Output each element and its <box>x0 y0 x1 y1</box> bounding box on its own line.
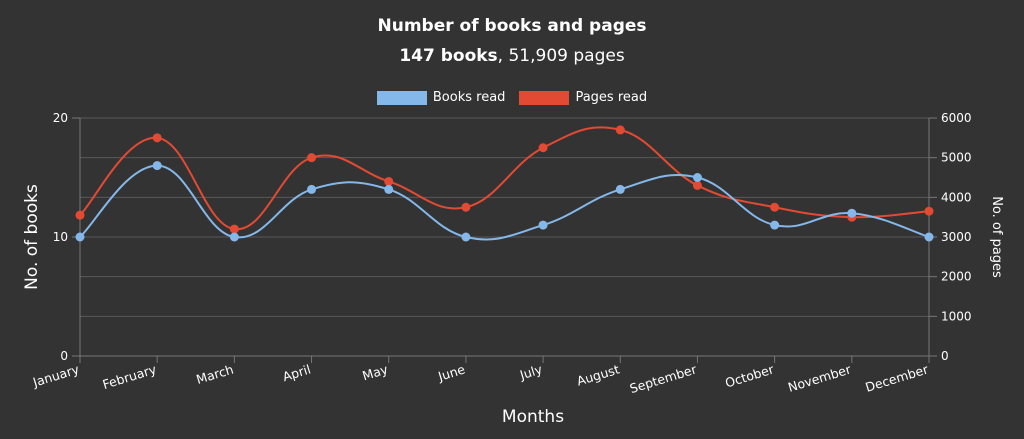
y-left-tick-label: 20 <box>53 111 68 125</box>
y-right-tick-label: 0 <box>941 349 949 363</box>
data-point-pages <box>229 224 239 234</box>
data-point-books <box>307 184 317 194</box>
y-right-tick-label: 1000 <box>941 309 972 323</box>
y-right-tick-label: 6000 <box>941 111 972 125</box>
legend-item-pages[interactable]: Pages read <box>519 90 647 105</box>
data-point-books <box>461 232 471 242</box>
y-right-tick-label: 3000 <box>941 230 972 244</box>
y-left-axis-title: No. of books <box>22 184 42 290</box>
data-point-books <box>924 232 934 242</box>
data-point-books <box>152 161 162 171</box>
data-point-pages <box>461 202 471 212</box>
data-point-books <box>538 220 548 230</box>
x-tick-label: December <box>863 361 930 395</box>
data-point-books <box>75 232 85 242</box>
y-right-axis-title: No. of pages <box>989 196 1004 278</box>
x-tick-label: February <box>101 361 159 392</box>
data-point-pages <box>615 125 625 135</box>
data-point-pages <box>692 180 702 190</box>
x-tick-label: June <box>435 361 467 384</box>
x-tick-label: April <box>281 362 313 385</box>
y-left-tick-label: 10 <box>53 230 68 244</box>
data-point-pages <box>384 176 394 186</box>
x-tick-label: January <box>30 361 81 390</box>
subtitle-pages: , 51,909 pages <box>497 46 625 66</box>
legend-label-pages: Pages read <box>575 90 648 105</box>
data-point-pages <box>924 206 934 216</box>
subtitle-books: 147 books <box>399 46 498 66</box>
data-point-pages <box>538 143 548 153</box>
chart-subtitle: 147 books, 51,909 pages <box>0 46 1024 66</box>
legend-label-books: Books read <box>432 90 506 105</box>
data-point-books <box>692 173 702 182</box>
x-tick-label: September <box>628 361 699 396</box>
data-point-books <box>615 184 625 194</box>
data-point-books <box>229 232 239 242</box>
data-point-pages <box>152 133 162 143</box>
data-point-pages <box>307 153 317 163</box>
series-line-pages <box>79 126 930 231</box>
x-tick-label: August <box>575 361 621 388</box>
data-point-pages <box>770 202 780 212</box>
data-point-books <box>847 208 857 218</box>
x-tick-label: March <box>194 362 235 387</box>
data-point-books <box>384 184 394 194</box>
y-right-tick-label: 2000 <box>941 270 972 284</box>
data-point-books <box>770 220 780 230</box>
x-axis-title: Months <box>502 407 564 427</box>
x-tick-label: October <box>723 361 776 390</box>
data-point-pages <box>75 210 85 220</box>
y-right-tick-label: 4000 <box>941 190 972 204</box>
x-tick-label: May <box>361 361 391 383</box>
x-tick-label: July <box>517 361 544 382</box>
y-left-tick-label: 0 <box>60 349 68 363</box>
y-right-tick-label: 5000 <box>941 151 972 165</box>
chart-legend: Books read Pages read <box>0 90 1024 105</box>
legend-swatch-pages <box>519 90 570 105</box>
legend-swatch-books <box>376 90 427 105</box>
legend-item-books[interactable]: Books read <box>376 90 506 105</box>
x-tick-label: November <box>786 361 853 395</box>
chart-title: Number of books and pages <box>377 16 647 36</box>
